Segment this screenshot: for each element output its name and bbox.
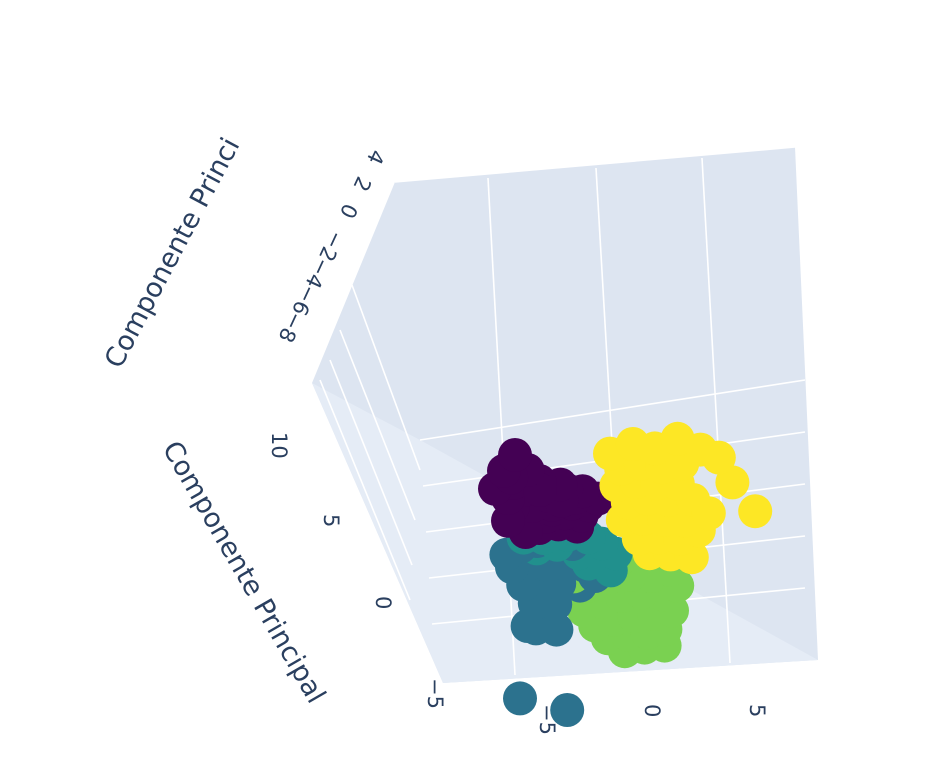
gridlines: [319, 146, 806, 676]
tick-label-left: 0: [371, 596, 395, 609]
data-points: [478, 421, 773, 727]
data-point: [498, 438, 532, 472]
data-point: [660, 421, 695, 456]
tick-label-bottom: 5: [745, 704, 769, 717]
tick-label-left: 10: [267, 432, 291, 459]
tick-label-left: −5: [423, 678, 447, 709]
data-point: [715, 465, 750, 500]
data-point: [738, 494, 773, 529]
gridline: [701, 157, 731, 664]
gridline: [419, 379, 806, 441]
gridline: [339, 329, 416, 521]
tick-label-top: 4: [362, 146, 389, 168]
tick-label-top: 2: [348, 173, 375, 195]
gridline: [329, 359, 413, 566]
gridline: [394, 146, 796, 183]
tick-label-left: 5: [319, 514, 343, 527]
tick-label-bottom: −5: [535, 704, 559, 735]
tick-label-bottom: 0: [640, 704, 664, 717]
gridline: [351, 284, 421, 471]
axis-title-top: Componente Princi: [99, 133, 246, 373]
gridline: [319, 379, 411, 601]
data-point: [701, 440, 736, 475]
data-point: [503, 681, 537, 716]
tick-label-top: 0: [335, 200, 362, 222]
data-point: [550, 693, 585, 727]
data-point: [691, 496, 726, 531]
axis-title-left: Componente Principal: [156, 436, 331, 709]
